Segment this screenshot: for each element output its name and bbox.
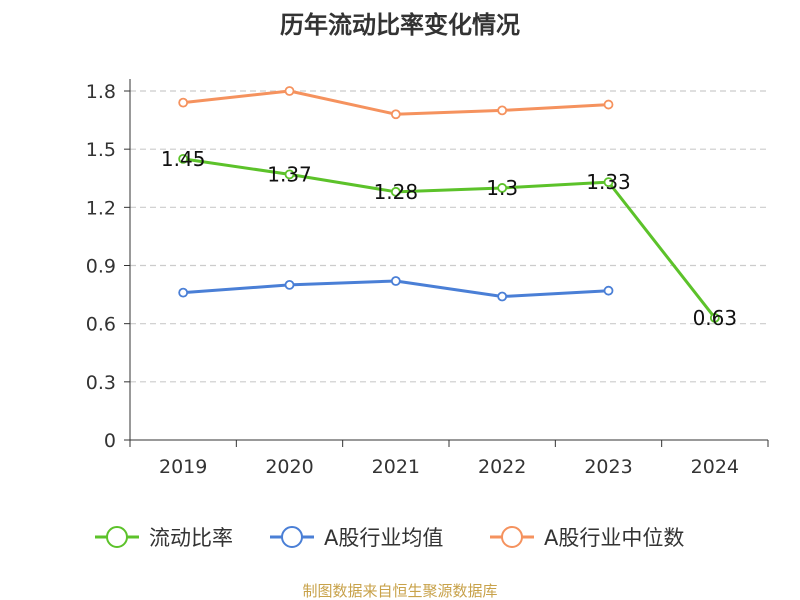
data-label: 1.28 (374, 180, 419, 204)
legend-label: 流动比率 (149, 526, 233, 550)
data-point (390, 186, 401, 197)
data-label-layer: 1.45 1.37 1.28 1.3 1.33 0.63 (161, 147, 737, 330)
data-label: 1.33 (586, 170, 631, 194)
x-tick-label: 2023 (584, 456, 632, 478)
series-line (182, 157, 717, 319)
y-tick-label: 0 (104, 430, 116, 452)
x-tick-label: 2022 (478, 456, 526, 478)
source-note: 制图数据来自恒生聚源数据库 (302, 582, 497, 600)
grid-layer (130, 90, 768, 383)
axis-layer: 0 0.3 0.6 0.9 1.2 1.5 1.8 2019 2020 2021 2022 2023 2… (86, 79, 769, 478)
data-point (284, 86, 295, 96)
data-point (497, 291, 508, 302)
y-tick-label: 0.3 (86, 372, 116, 394)
legend-marker-icon (501, 526, 523, 548)
y-tick-label: 1.8 (86, 81, 116, 103)
y-tick-label: 1.2 (86, 197, 116, 219)
legend-marker-icon (106, 526, 128, 548)
data-point (390, 109, 401, 120)
data-point (178, 97, 189, 108)
chart-title: 历年流动比率变化情况 (280, 11, 520, 39)
legend-label: A股行业均值 (324, 526, 443, 550)
data-label: 1.37 (267, 162, 312, 186)
legend: 流动比率 A股行业均值 A股行业中位数 (95, 526, 684, 550)
x-tick-label: 2019 (159, 456, 207, 478)
data-point (284, 169, 295, 180)
data-label: 1.45 (161, 147, 206, 171)
series-layer (178, 86, 720, 323)
data-label: 0.63 (693, 306, 738, 330)
data-point (497, 105, 508, 116)
data-point (709, 312, 720, 323)
legend-label: A股行业中位数 (544, 526, 684, 550)
data-point (497, 183, 508, 193)
y-tick-label: 0.9 (86, 256, 116, 278)
data-point (390, 276, 401, 286)
data-point (178, 153, 189, 164)
data-point (603, 99, 614, 110)
x-tick-label: 2020 (265, 456, 313, 478)
x-tick-label: 2024 (691, 456, 739, 478)
data-point (603, 285, 614, 296)
data-point (284, 279, 295, 290)
data-label: 1.3 (486, 176, 518, 200)
data-point (178, 287, 189, 298)
x-tick-label: 2021 (372, 456, 420, 478)
y-tick-label: 1.5 (86, 139, 116, 161)
data-point (603, 177, 614, 188)
legend-marker-icon (281, 526, 303, 548)
y-tick-label: 0.6 (86, 314, 116, 336)
